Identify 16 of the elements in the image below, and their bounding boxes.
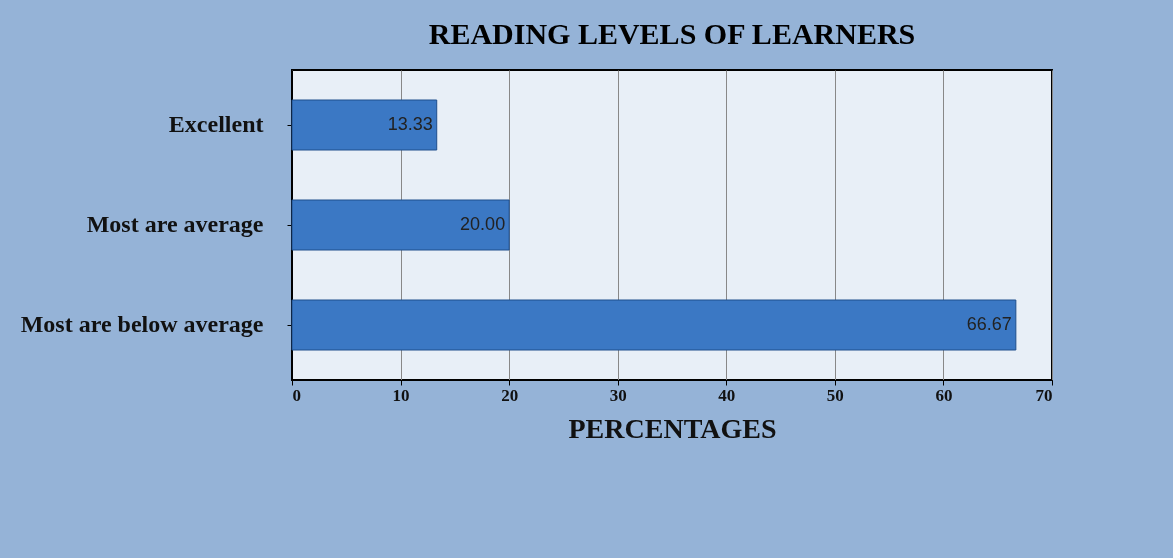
y-tick-label: Most are average [86, 211, 264, 237]
x-tick-label: 30 [609, 385, 627, 405]
x-axis-title: PERCENTAGES [568, 412, 777, 444]
data-label: 66.67 [966, 314, 1012, 334]
x-tick-label: 40 [718, 385, 736, 405]
data-label: 13.33 [387, 114, 433, 134]
x-tick-label: 0 [292, 385, 301, 405]
x-tick-label: 10 [392, 385, 410, 405]
data-label: 20.00 [460, 214, 506, 234]
chart-title: READING LEVELS OF LEARNERS [428, 17, 916, 50]
y-tick-label: Excellent [168, 111, 264, 137]
x-tick-label: 60 [935, 385, 953, 405]
x-tick-label: 20 [501, 385, 519, 405]
y-tick-label: Most are below average [20, 311, 264, 337]
x-tick-label: 50 [826, 385, 844, 405]
x-tick-label: 70 [1035, 385, 1053, 405]
